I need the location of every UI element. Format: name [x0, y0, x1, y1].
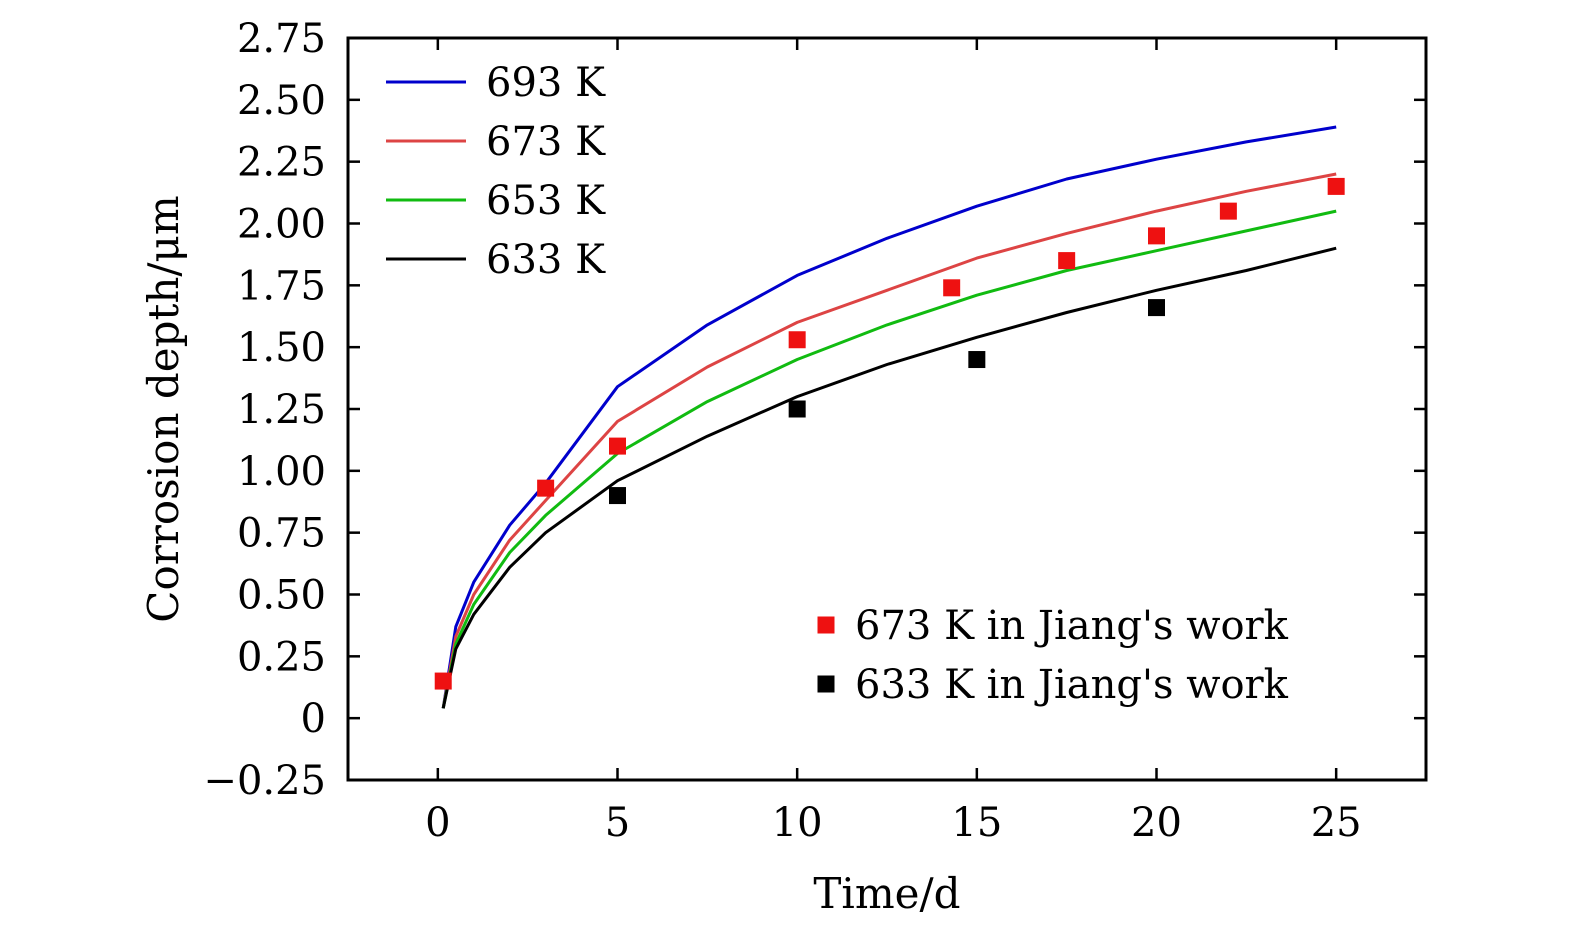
- data-point: [1148, 299, 1165, 317]
- x-axis-title: Time/d: [813, 869, 960, 918]
- data-point: [609, 437, 626, 455]
- data-point: [1219, 202, 1237, 220]
- series-line-693-K: [441, 125, 1337, 709]
- legend-label: 633 K in Jiang's work: [855, 662, 1289, 708]
- legend-label: 673 K in Jiang's work: [855, 603, 1289, 649]
- x-tick-label: 25: [1311, 800, 1362, 846]
- data-point: [609, 487, 626, 505]
- x-tick-label: 0: [425, 800, 450, 846]
- y-tick-label: 0.25: [237, 634, 326, 680]
- data-point: [788, 400, 806, 418]
- y-tick-label: 0: [301, 696, 326, 742]
- x-tick-label: 15: [951, 800, 1002, 846]
- x-tick-label: 20: [1131, 800, 1182, 846]
- series-layer: [434, 125, 1345, 709]
- y-tick-label: −0.25: [203, 758, 326, 804]
- series-line-673-K: [441, 172, 1337, 709]
- y-tick-label: 2.50: [237, 78, 326, 124]
- data-point: [1058, 252, 1076, 270]
- x-tick-label: 5: [605, 800, 630, 846]
- x-axis-ticks: 0 5 10 15 20 25: [425, 38, 1362, 846]
- legend-lines: 693 K 673 K 653 K 633 K: [386, 60, 606, 283]
- legend-marker: [817, 675, 835, 693]
- series-line-633-K: [441, 246, 1337, 709]
- data-point: [788, 331, 806, 349]
- legend-points: 673 K in Jiang's work 633 K in Jiang's wo…: [817, 603, 1289, 708]
- y-tick-label: 1.25: [237, 387, 326, 433]
- y-tick-label: 2.25: [237, 140, 326, 186]
- data-point: [537, 479, 555, 497]
- y-tick-label: 2.75: [237, 16, 326, 62]
- data-point: [1327, 177, 1345, 195]
- y-axis-ticks: −0.25 0 0.25 0.50 0.75 1.00 1.25 1.50 1.75 2.00 2.…: [203, 16, 1426, 804]
- y-tick-label: 1.75: [237, 263, 326, 309]
- data-point: [943, 279, 961, 297]
- x-tick-label: 10: [772, 800, 823, 846]
- y-tick-label: 0.75: [237, 511, 326, 557]
- y-axis-title: Corrosion depth/μm: [139, 195, 188, 622]
- legend-marker: [817, 616, 835, 634]
- data-point: [1148, 227, 1165, 245]
- legend-label: 653 K: [486, 178, 606, 224]
- data-point: [434, 672, 452, 690]
- y-tick-label: 1.50: [237, 325, 326, 371]
- y-tick-label: 2.00: [237, 202, 326, 248]
- y-tick-label: 1.00: [237, 449, 326, 495]
- legend-label: 633 K: [486, 237, 606, 283]
- legend-label: 673 K: [486, 119, 606, 165]
- series-line-653-K: [441, 209, 1337, 709]
- data-point: [968, 351, 986, 369]
- y-tick-label: 0.50: [237, 573, 326, 619]
- legend-label: 693 K: [486, 60, 606, 106]
